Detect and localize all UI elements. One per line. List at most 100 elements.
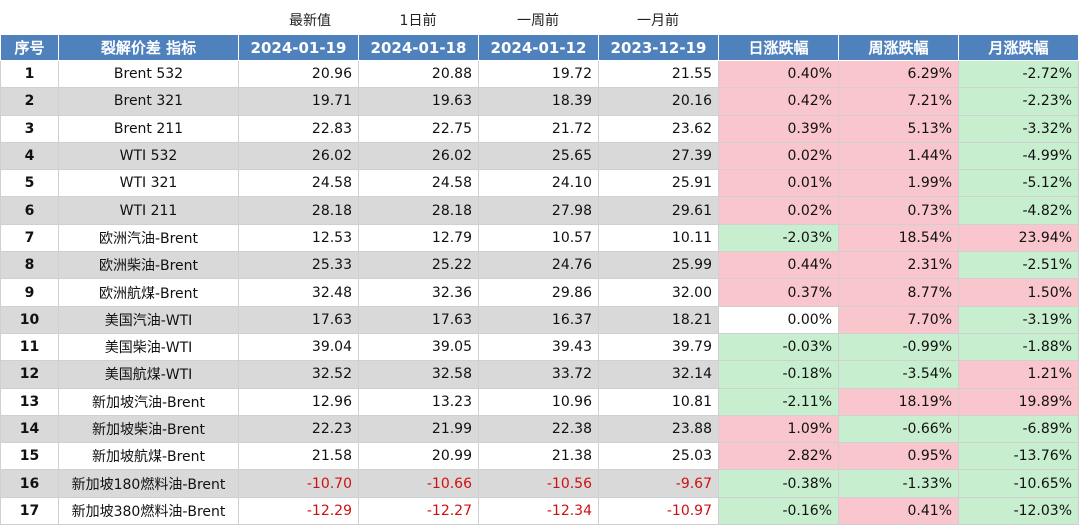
indicator-name: 欧洲柴油-Brent [58,251,239,280]
value-cell: 29.86 [478,278,599,307]
value-cell: -3.19% [958,305,1079,334]
value-cell: -0.38% [718,469,839,498]
table-row: 8 欧洲柴油-Brent 25.33 25.22 24.76 25.99 0.44% 2.31… [0,251,1079,280]
row-number: 17 [0,496,59,526]
value-cell: 32.00 [598,278,719,307]
value-cell: 25.22 [358,251,479,280]
value-cell: 1.50% [958,278,1079,307]
header-cell: 周涨跌幅 [838,34,959,61]
crack-spread-table: 序号 裂解价差 指标 2024-01-19 2024-01-18 2024-01-12 2… [0,34,1079,526]
value-cell: -10.66 [358,469,479,498]
indicator-name: WTI 321 [58,169,239,198]
value-cell: 0.95% [838,442,959,471]
table-row: 15 新加坡航煤-Brent 21.58 20.99 21.38 25.03 2.82% 0.… [0,442,1079,471]
row-number: 14 [0,414,59,444]
value-cell: -1.88% [958,332,1079,362]
value-cell: 19.89% [958,387,1079,416]
value-cell: -13.76% [958,442,1079,471]
table-row: 17 新加坡380燃料油-Brent -12.29 -12.27 -12.34 -10.9… [0,496,1079,526]
value-cell: 23.62 [598,114,719,143]
header-cell: 日涨跌幅 [718,34,839,61]
value-cell: 21.38 [478,442,599,471]
indicator-name: Brent 211 [58,114,239,143]
value-cell: -10.65% [958,469,1079,498]
indicator-name: 新加坡柴油-Brent [58,414,239,444]
table-row: 10 美国汽油-WTI 17.63 17.63 16.37 18.21 0.00% 7.70%… [0,305,1079,334]
indicator-name: WTI 532 [58,141,239,171]
row-number: 4 [0,141,59,171]
value-cell: 32.14 [598,360,719,389]
indicator-name: 新加坡汽油-Brent [58,387,239,416]
value-cell: 5.13% [838,114,959,143]
value-cell: 39.43 [478,332,599,362]
value-cell: 1.09% [718,414,839,444]
value-cell: -2.23% [958,87,1079,116]
value-cell: -12.27 [358,496,479,526]
value-cell: 23.94% [958,223,1079,253]
table-row: 16 新加坡180燃料油-Brent -10.70 -10.66 -10.56 -9.67… [0,469,1079,498]
value-cell: 29.61 [598,196,719,225]
header-cell: 2024-01-18 [358,34,479,61]
row-number: 9 [0,278,59,307]
row-number: 11 [0,332,59,362]
indicator-name: 美国柴油-WTI [58,332,239,362]
value-cell: 0.37% [718,278,839,307]
column-caption: 最新值 [289,13,331,29]
header-cell: 2024-01-12 [478,34,599,61]
value-cell: 17.63 [238,305,359,334]
value-cell: -3.32% [958,114,1079,143]
value-cell: 1.44% [838,141,959,171]
value-cell: 32.36 [358,278,479,307]
value-cell: 17.63 [358,305,479,334]
value-cell: 19.71 [238,87,359,116]
value-cell: 27.98 [478,196,599,225]
value-cell: 24.10 [478,169,599,198]
value-cell: 25.65 [478,141,599,171]
table-row: 2 Brent 321 19.71 19.63 18.39 20.16 0.42% 7.21%… [0,87,1079,116]
value-cell: -12.29 [238,496,359,526]
value-cell: 0.42% [718,87,839,116]
value-cell: 1.21% [958,360,1079,389]
column-caption: 1日前 [399,13,437,29]
value-cell: 10.57 [478,223,599,253]
indicator-name: WTI 211 [58,196,239,225]
indicator-name: 新加坡航煤-Brent [58,442,239,471]
value-cell: -0.16% [718,496,839,526]
value-cell: 10.11 [598,223,719,253]
value-cell: 19.63 [358,87,479,116]
value-cell: 0.02% [718,196,839,225]
table-row: 7 欧洲汽油-Brent 12.53 12.79 10.57 10.11 -2.03% 18.… [0,223,1079,253]
value-cell: 39.79 [598,332,719,362]
value-cell: 8.77% [838,278,959,307]
value-cell: 0.02% [718,141,839,171]
row-number: 1 [0,59,59,89]
indicator-name: 美国航煤-WTI [58,360,239,389]
value-cell: 13.23 [358,387,479,416]
value-cell: 0.44% [718,251,839,280]
value-cell: 10.96 [478,387,599,416]
column-caption: 一月前 [637,13,679,29]
value-cell: 32.58 [358,360,479,389]
value-cell: 1.99% [838,169,959,198]
value-cell: 28.18 [358,196,479,225]
value-cell: 28.18 [238,196,359,225]
value-cell: 24.58 [358,169,479,198]
indicator-name: 新加坡380燃料油-Brent [58,496,239,526]
value-cell: 21.72 [478,114,599,143]
value-cell: 25.99 [598,251,719,280]
value-cell: 18.54% [838,223,959,253]
value-cell: -10.97 [598,496,719,526]
value-cell: 32.52 [238,360,359,389]
value-cell: 21.55 [598,59,719,89]
value-cell: 12.53 [238,223,359,253]
value-cell: 7.70% [838,305,959,334]
table-row: 13 新加坡汽油-Brent 12.96 13.23 10.96 10.81 -2.11% 1… [0,387,1079,416]
value-cell: 0.00% [718,305,839,334]
value-cell: -2.51% [958,251,1079,280]
value-cell: 6.29% [838,59,959,89]
row-number: 13 [0,387,59,416]
value-cell: -9.67 [598,469,719,498]
table-row: 4 WTI 532 26.02 26.02 25.65 27.39 0.02% 1.44% -4… [0,141,1079,171]
value-cell: 7.21% [838,87,959,116]
table-row: 6 WTI 211 28.18 28.18 27.98 29.61 0.02% 0.73% -4… [0,196,1079,225]
